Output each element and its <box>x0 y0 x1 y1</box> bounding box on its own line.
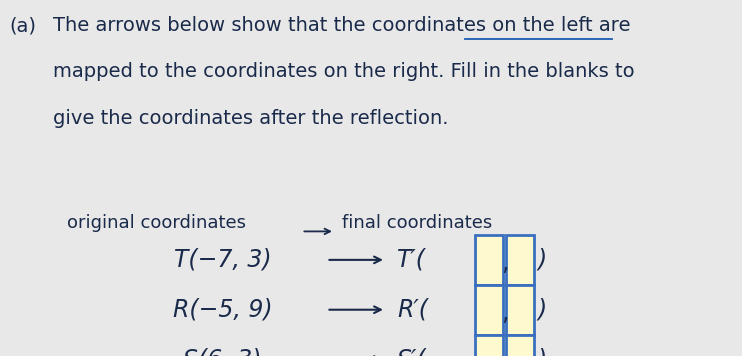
Text: (a): (a) <box>9 16 36 35</box>
Text: R′(: R′( <box>397 298 428 322</box>
Text: R(−5, 9): R(−5, 9) <box>173 298 272 322</box>
Text: T′(: T′( <box>397 248 426 272</box>
Text: ,: , <box>501 251 508 276</box>
FancyBboxPatch shape <box>506 285 534 335</box>
FancyBboxPatch shape <box>476 235 504 285</box>
Text: The arrows below show that the: The arrows below show that the <box>53 16 372 35</box>
Text: ,: , <box>501 351 508 356</box>
Text: ): ) <box>538 248 547 272</box>
FancyBboxPatch shape <box>506 235 534 285</box>
Text: S′(: S′( <box>397 347 427 356</box>
Text: T(−7, 3): T(−7, 3) <box>174 248 272 272</box>
Text: final coordinates: final coordinates <box>342 214 493 232</box>
Text: ): ) <box>538 298 547 322</box>
FancyBboxPatch shape <box>476 285 504 335</box>
Text: mapped to the coordinates on the right. Fill in the blanks to: mapped to the coordinates on the right. … <box>53 62 635 81</box>
FancyBboxPatch shape <box>476 335 504 356</box>
Text: The arrows below show that the coordinates on the left are: The arrows below show that the coordinat… <box>53 16 631 35</box>
Text: ): ) <box>538 347 547 356</box>
Text: S(6, 3): S(6, 3) <box>183 347 262 356</box>
Text: ,: , <box>501 301 508 325</box>
Text: original coordinates: original coordinates <box>67 214 246 232</box>
Text: original coordinates: original coordinates <box>67 214 246 232</box>
Text: The arrows below show that the coordinates: The arrows below show that the coordinat… <box>53 16 487 35</box>
Text: give the coordinates after the reflection.: give the coordinates after the reflectio… <box>53 109 449 127</box>
FancyBboxPatch shape <box>506 335 534 356</box>
